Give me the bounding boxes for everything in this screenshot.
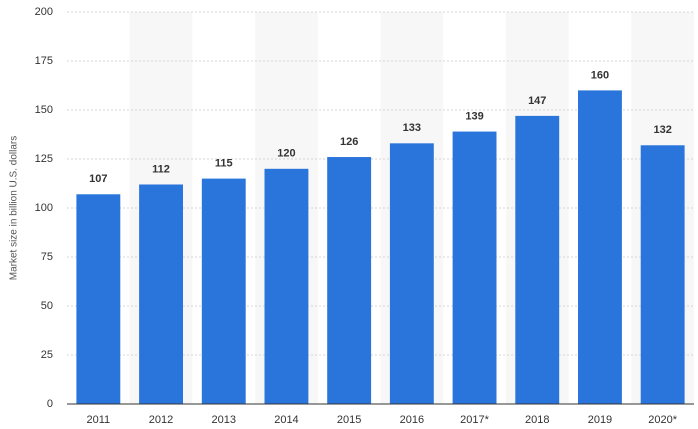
x-tick-label: 2015 (337, 414, 361, 426)
bar (578, 90, 622, 405)
y-tick-label: 25 (41, 349, 53, 361)
value-label: 132 (653, 124, 671, 136)
y-tick-label: 150 (35, 104, 53, 116)
bar (389, 143, 434, 404)
x-tick-label: 2016 (400, 414, 424, 426)
x-tick-label: 2019 (588, 414, 612, 426)
bar (264, 168, 309, 404)
y-tick-label: 200 (35, 6, 53, 18)
value-label: 160 (591, 69, 609, 81)
value-label: 120 (277, 148, 295, 160)
value-label: 115 (215, 158, 233, 170)
x-tick-label: 2011 (87, 414, 111, 426)
value-label: 139 (465, 110, 483, 122)
bar (515, 115, 560, 404)
value-label: 126 (340, 136, 358, 148)
bar (327, 157, 372, 404)
value-label: 147 (528, 95, 546, 107)
x-tick-label: 2014 (274, 414, 298, 426)
y-tick-label: 100 (35, 202, 53, 214)
x-tick-label: 2020* (648, 414, 677, 426)
x-tick-label: 2018 (525, 414, 549, 426)
y-tick-label: 125 (35, 153, 53, 165)
x-tick-label: 2013 (212, 414, 236, 426)
y-axis-title: Market size in billion U.S. dollars (9, 136, 20, 281)
bar (76, 194, 121, 404)
y-tick-label: 75 (41, 251, 53, 263)
value-label: 107 (89, 173, 107, 185)
value-label: 112 (152, 163, 170, 175)
x-tick-label: 2012 (149, 414, 173, 426)
y-tick-label: 175 (35, 55, 53, 67)
bar (201, 178, 246, 404)
bar (139, 184, 183, 404)
bar (640, 145, 685, 404)
x-tick-label: 2017* (460, 414, 489, 426)
value-label: 133 (403, 122, 421, 134)
y-tick-label: 0 (47, 398, 53, 410)
y-tick-label: 50 (41, 300, 53, 312)
bar (452, 131, 497, 404)
